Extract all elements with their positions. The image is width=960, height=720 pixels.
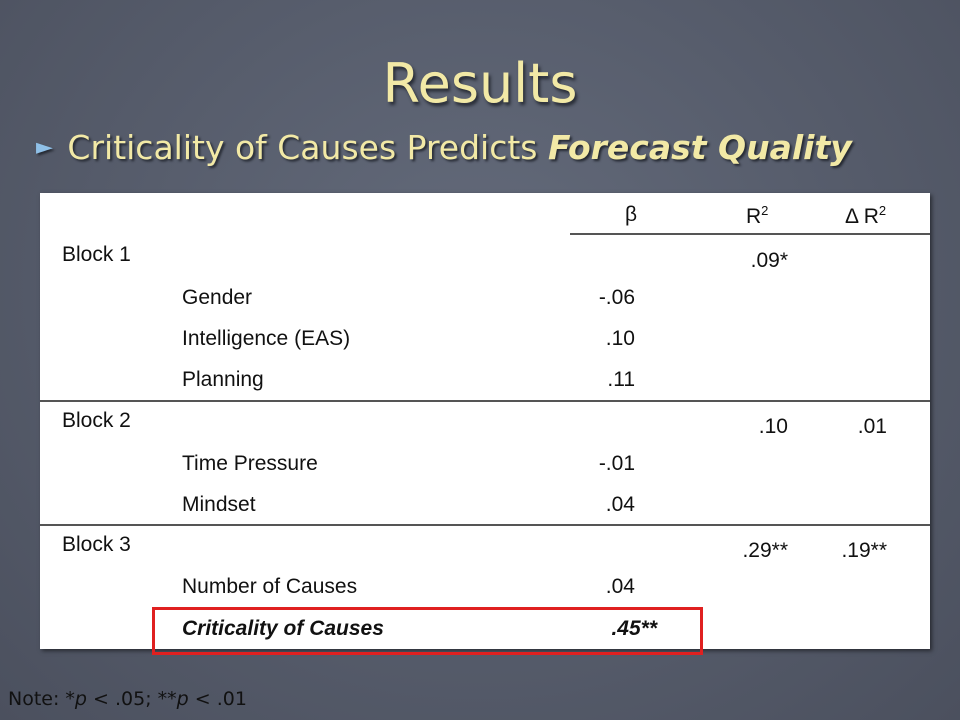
row-time-pressure-beta: -.01 bbox=[598, 452, 635, 475]
block-separator bbox=[40, 524, 930, 526]
row-gender-label: Gender bbox=[182, 286, 253, 309]
row-number-of-causes-beta: .04 bbox=[605, 575, 635, 598]
header-r2: R2 bbox=[746, 203, 769, 228]
highlight-box bbox=[152, 607, 703, 655]
row-criticality-beta: .45** bbox=[611, 617, 657, 640]
slide-title: Results bbox=[382, 52, 578, 115]
block-separator bbox=[40, 400, 930, 402]
significance-note: Note: *p < .05; **p < .01 bbox=[8, 688, 247, 710]
triangle-bullet-icon: ► bbox=[36, 135, 53, 160]
block-3-label: Block 3 bbox=[62, 533, 131, 556]
row-gender-beta: -.06 bbox=[598, 286, 635, 309]
row-mindset-beta: .04 bbox=[605, 493, 635, 516]
row-intelligence-beta: .10 bbox=[605, 327, 635, 350]
header-underline bbox=[570, 233, 930, 235]
header-delta-r2: Δ R2 bbox=[845, 203, 887, 228]
regression-table: β R2 Δ R2 Block 1 .09* Gender -.06 Intel… bbox=[40, 193, 930, 649]
bullet-emphasis: Forecast Quality bbox=[547, 128, 852, 167]
block-1-r2: .09* bbox=[750, 249, 788, 272]
bullet-text: Criticality of Causes Predicts bbox=[67, 128, 538, 167]
row-planning-label: Planning bbox=[182, 368, 264, 391]
block-2-r2: .10 bbox=[758, 415, 788, 438]
row-mindset-label: Mindset bbox=[182, 493, 256, 516]
block-2-label: Block 2 bbox=[62, 409, 131, 432]
block-1-label: Block 1 bbox=[62, 243, 131, 266]
row-intelligence-label: Intelligence (EAS) bbox=[182, 327, 351, 350]
block-3-r2: .29** bbox=[742, 539, 788, 562]
block-2-dr2: .01 bbox=[857, 415, 887, 438]
row-criticality-label: Criticality of Causes bbox=[182, 617, 384, 640]
bullet-point: ► Criticality of Causes Predicts Forecas… bbox=[36, 128, 852, 167]
row-time-pressure-label: Time Pressure bbox=[182, 452, 318, 475]
header-beta: β bbox=[625, 203, 638, 226]
block-3-dr2: .19** bbox=[841, 539, 887, 562]
row-number-of-causes-label: Number of Causes bbox=[182, 575, 358, 598]
row-planning-beta: .11 bbox=[607, 368, 635, 391]
